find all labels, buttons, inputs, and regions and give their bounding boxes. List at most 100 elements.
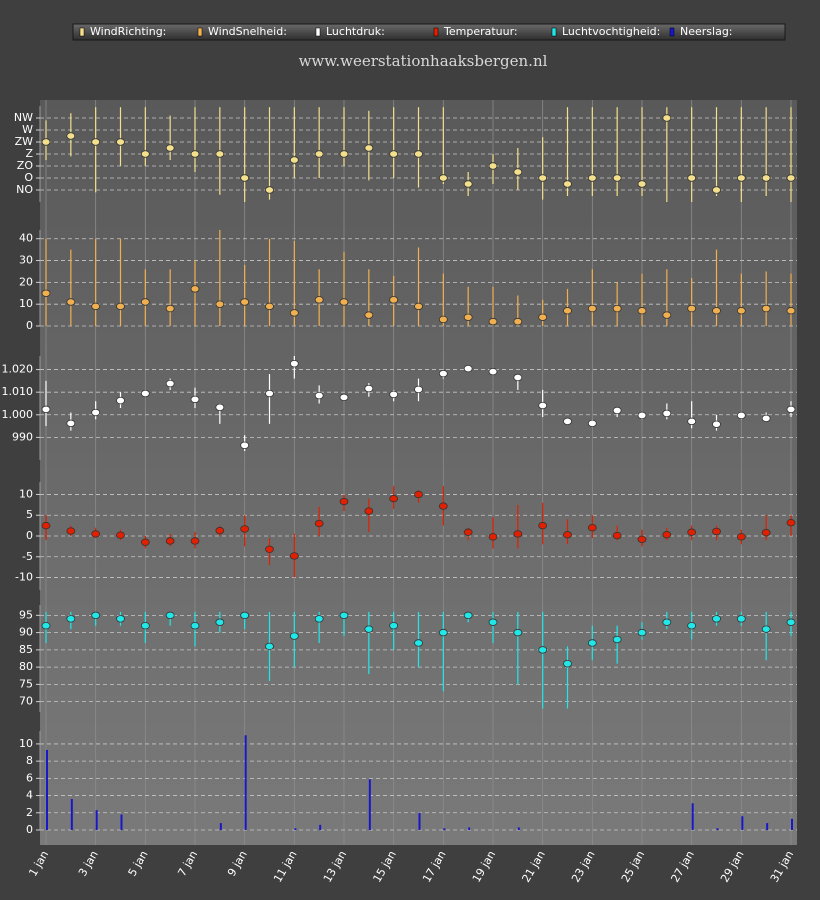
data-point xyxy=(314,296,324,304)
y-tick-label: O xyxy=(24,171,33,184)
data-point xyxy=(786,618,796,626)
data-point xyxy=(41,405,51,414)
data-point xyxy=(289,156,299,164)
data-point xyxy=(265,302,274,311)
bar xyxy=(691,803,694,830)
data-point xyxy=(165,537,175,545)
bar xyxy=(319,824,322,830)
data-point xyxy=(463,364,473,373)
data-point xyxy=(761,528,771,537)
data-point xyxy=(215,403,225,412)
bar xyxy=(443,828,446,830)
data-point xyxy=(91,611,101,620)
data-point xyxy=(538,646,548,654)
plot-area xyxy=(40,100,797,845)
bar xyxy=(294,828,297,830)
data-point xyxy=(215,618,225,626)
data-point xyxy=(786,307,796,315)
data-point xyxy=(190,395,200,404)
data-point xyxy=(140,389,150,398)
data-point xyxy=(314,615,324,623)
data-point xyxy=(712,615,721,623)
y-tick-label: 0 xyxy=(26,319,33,332)
data-point xyxy=(612,635,622,644)
data-point xyxy=(463,180,473,188)
bar xyxy=(244,735,247,830)
data-point xyxy=(662,618,672,626)
data-point xyxy=(662,409,672,418)
data-point xyxy=(513,530,523,538)
data-point xyxy=(265,642,274,651)
data-point xyxy=(116,302,125,311)
data-point xyxy=(364,625,374,633)
data-point xyxy=(637,180,647,188)
y-tick-label: 70 xyxy=(19,695,33,708)
data-point xyxy=(240,298,250,306)
data-point xyxy=(662,311,672,319)
chart-title: www.weerstationhaaksbergen.nl xyxy=(299,52,548,70)
data-point xyxy=(339,497,349,506)
data-point xyxy=(463,611,473,620)
data-point xyxy=(761,625,771,633)
bar xyxy=(517,827,520,830)
y-tick-label: 75 xyxy=(19,677,33,690)
data-point xyxy=(364,144,374,152)
data-point xyxy=(687,304,697,313)
legend-swatch xyxy=(197,27,203,37)
y-tick-label: 90 xyxy=(19,626,33,639)
y-tick-label: 8 xyxy=(26,754,33,767)
data-point xyxy=(140,298,150,306)
data-point xyxy=(687,417,697,426)
data-point xyxy=(513,317,523,326)
data-point xyxy=(240,525,250,533)
y-tick-label: 1.010 xyxy=(2,385,34,398)
data-point xyxy=(438,315,448,324)
data-point xyxy=(41,622,51,630)
data-point xyxy=(538,401,548,410)
data-point xyxy=(488,618,498,626)
data-point xyxy=(637,411,647,420)
y-tick-label: 4 xyxy=(26,789,33,802)
data-point xyxy=(364,311,374,319)
data-point xyxy=(116,138,125,146)
legend-label: WindSnelheid: xyxy=(208,25,287,38)
legend-swatch xyxy=(79,27,85,37)
y-tick-label: ZO xyxy=(17,159,34,172)
data-point xyxy=(761,414,771,423)
data-point xyxy=(190,285,200,293)
data-point xyxy=(265,186,274,194)
bar xyxy=(418,812,421,830)
y-tick-label: 10 xyxy=(19,297,33,310)
legend-swatch xyxy=(669,27,675,37)
data-point xyxy=(190,150,200,158)
data-point xyxy=(215,300,225,308)
y-tick-label: ZW xyxy=(15,135,34,148)
data-point xyxy=(687,174,697,182)
data-point xyxy=(538,174,548,182)
bar xyxy=(120,814,123,830)
data-point xyxy=(240,611,250,620)
data-point xyxy=(414,302,423,311)
data-point xyxy=(712,527,721,536)
y-tick-label: NW xyxy=(14,111,33,124)
data-point xyxy=(761,174,771,182)
legend-swatch xyxy=(315,27,321,37)
data-point xyxy=(761,304,771,313)
data-point xyxy=(265,545,274,553)
bar xyxy=(468,827,471,830)
data-point xyxy=(637,307,647,315)
bar xyxy=(766,823,769,830)
data-point xyxy=(414,150,423,158)
data-point xyxy=(662,531,672,539)
data-point xyxy=(265,389,274,398)
data-point xyxy=(314,391,324,400)
data-point xyxy=(314,519,324,528)
bar xyxy=(741,816,744,830)
y-tick-label: -5 xyxy=(22,550,33,563)
bar xyxy=(95,810,98,830)
data-point xyxy=(289,632,299,640)
data-point xyxy=(438,369,448,378)
data-point xyxy=(414,385,423,394)
data-point xyxy=(563,180,572,188)
